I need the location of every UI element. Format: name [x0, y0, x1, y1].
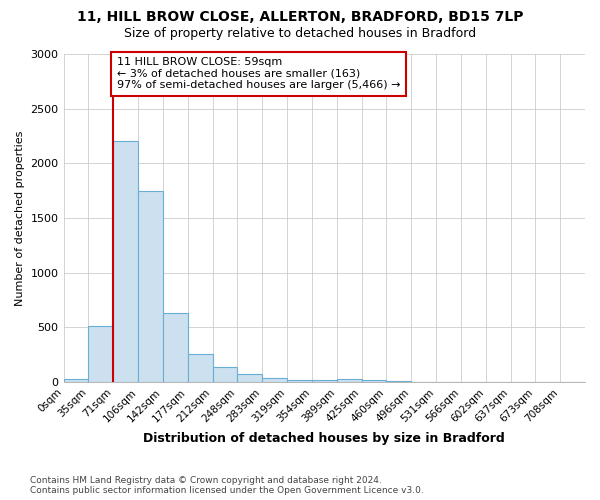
Bar	[262, 378, 287, 382]
Bar	[64, 378, 88, 382]
Bar	[212, 366, 238, 382]
Text: Size of property relative to detached houses in Bradford: Size of property relative to detached ho…	[124, 28, 476, 40]
Bar	[337, 378, 362, 382]
Text: 11 HILL BROW CLOSE: 59sqm
← 3% of detached houses are smaller (163)
97% of semi-: 11 HILL BROW CLOSE: 59sqm ← 3% of detach…	[117, 58, 400, 90]
X-axis label: Distribution of detached houses by size in Bradford: Distribution of detached houses by size …	[143, 432, 505, 445]
Text: Contains HM Land Registry data © Crown copyright and database right 2024.
Contai: Contains HM Land Registry data © Crown c…	[30, 476, 424, 495]
Y-axis label: Number of detached properties: Number of detached properties	[15, 130, 25, 306]
Bar	[188, 354, 212, 382]
Bar	[113, 142, 138, 382]
Bar	[287, 380, 312, 382]
Bar	[138, 190, 163, 382]
Bar	[163, 313, 188, 382]
Bar	[88, 326, 113, 382]
Bar	[312, 380, 337, 382]
Bar	[238, 374, 262, 382]
Text: 11, HILL BROW CLOSE, ALLERTON, BRADFORD, BD15 7LP: 11, HILL BROW CLOSE, ALLERTON, BRADFORD,…	[77, 10, 523, 24]
Bar	[362, 380, 386, 382]
